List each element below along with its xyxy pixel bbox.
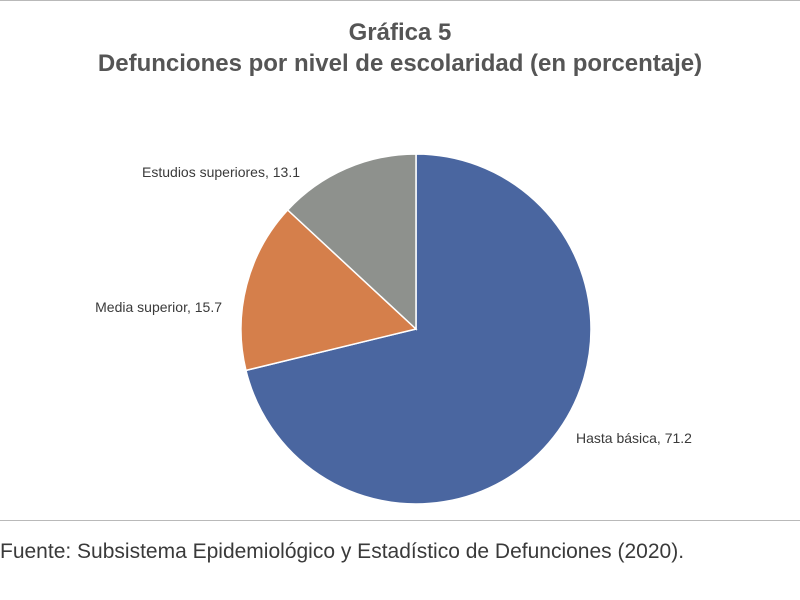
chart-title-block: Gráfica 5 Defunciones por nivel de escol… — [0, 18, 800, 80]
bottom-rule — [0, 520, 800, 521]
pie-slice-media-superior — [240, 208, 418, 372]
slice-label: Hasta básica, 71.2 — [576, 430, 692, 446]
source-note: Fuente: Subsistema Epidemiológico y Esta… — [0, 540, 685, 563]
pie-slice-estudios-superiores — [286, 153, 417, 331]
slice-label: Estudios superiores, 13.1 — [142, 164, 300, 180]
top-rule — [0, 0, 800, 1]
pie-slices — [240, 153, 592, 505]
chart-subtitle: Defunciones por nivel de escolaridad (en… — [97, 50, 703, 77]
chart-title: Gráfica 5 — [348, 19, 452, 46]
slice-label: Media superior, 15.7 — [95, 299, 222, 315]
pie-slice-hasta-básica — [245, 153, 592, 505]
pie-chart: Hasta básica, 71.2 Media superior, 15.7 Es… — [95, 153, 692, 505]
pie-labels: Hasta básica, 71.2 Media superior, 15.7 Es… — [95, 164, 692, 446]
